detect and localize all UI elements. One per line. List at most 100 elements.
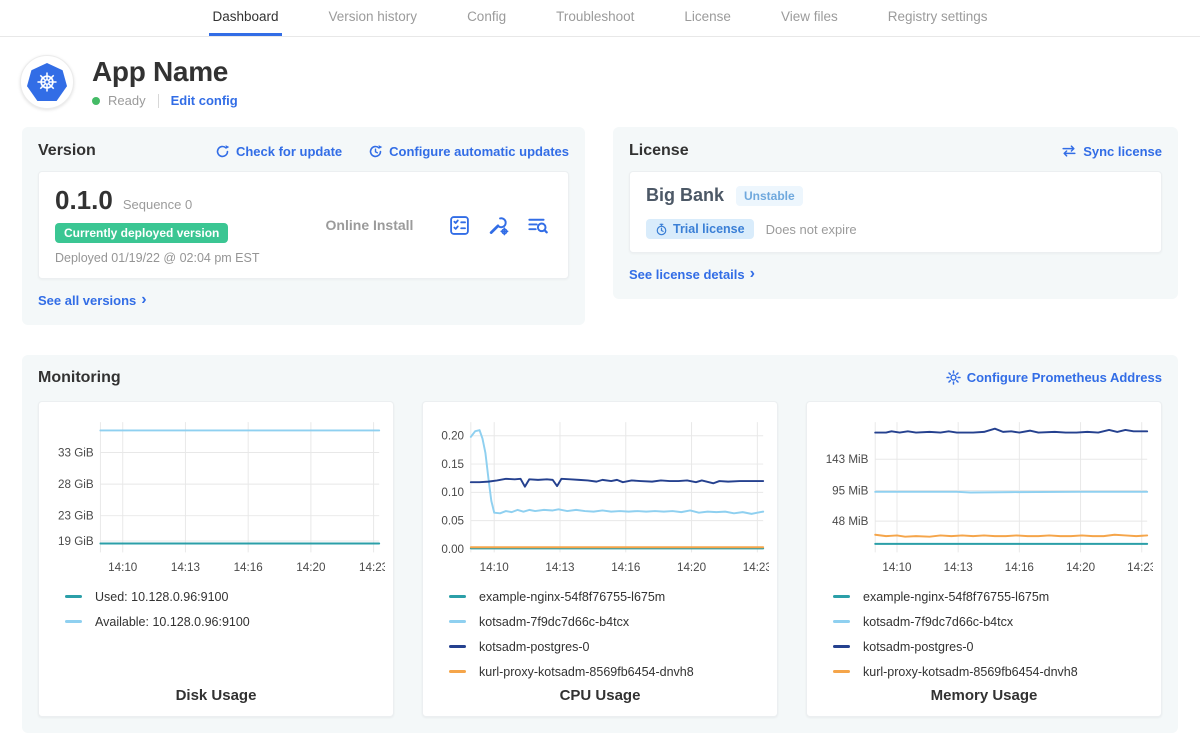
version-summary-box: 0.1.0 Sequence 0 Currently deployed vers… — [38, 171, 569, 279]
cpu-usage-chart-panel: 14:1014:1314:1614:2014:230.000.050.100.1… — [422, 401, 778, 717]
configure-prometheus-label: Configure Prometheus Address — [967, 370, 1162, 385]
refresh-icon — [215, 144, 230, 159]
top-nav-tabs: Dashboard Version history Config Troublesho… — [0, 0, 1200, 36]
sequence-label: Sequence 0 — [123, 197, 192, 212]
legend-label: example-nginx-54f8f76755-l675m — [479, 590, 665, 604]
version-number: 0.1.0 — [55, 185, 113, 216]
tab-license[interactable]: License — [681, 0, 734, 36]
svg-text:14:16: 14:16 — [1005, 560, 1034, 573]
svg-text:0.20: 0.20 — [441, 429, 464, 442]
sync-arrows-icon — [1061, 144, 1077, 158]
trial-license-badge: Trial license — [646, 219, 754, 239]
legend-label: kotsadm-7f9dc7d66c-b4tcx — [863, 615, 1013, 629]
legend-label: kurl-proxy-kotsadm-8569fb6454-dnvh8 — [479, 665, 694, 679]
svg-text:143 MiB: 143 MiB — [826, 453, 869, 466]
license-card: License Sync license Big Bank Unstable — [613, 127, 1178, 299]
svg-text:14:10: 14:10 — [480, 560, 510, 573]
legend-item: kotsadm-postgres-0 — [449, 640, 769, 654]
config-wrench-gear-icon[interactable] — [488, 215, 509, 236]
svg-text:14:20: 14:20 — [677, 560, 707, 573]
monitoring-title: Monitoring — [38, 369, 121, 387]
tab-view-files[interactable]: View files — [778, 0, 841, 36]
channel-badge: Unstable — [736, 186, 803, 206]
legend-item: Used: 10.128.0.96:9100 — [65, 590, 385, 604]
legend-label: kotsadm-postgres-0 — [863, 640, 973, 654]
memory-usage-chart-title: Memory Usage — [815, 679, 1153, 704]
svg-text:0.05: 0.05 — [441, 514, 464, 527]
svg-text:14:13: 14:13 — [545, 560, 574, 573]
license-summary-box: Big Bank Unstable Trial license Does not… — [629, 171, 1162, 253]
configure-automatic-updates-button[interactable]: Configure automatic updates — [368, 144, 569, 159]
legend-label: Used: 10.128.0.96:9100 — [95, 590, 228, 604]
disk-usage-chart-panel: 14:1014:1314:1614:2014:2319 GiB23 GiB28 … — [38, 401, 394, 717]
legend-item: kotsadm-postgres-0 — [833, 640, 1153, 654]
helm-wheel-icon — [34, 69, 60, 95]
legend-dash-icon — [449, 645, 466, 648]
disk-usage-chart-title: Disk Usage — [47, 679, 385, 704]
gear-icon — [946, 370, 961, 385]
cpu-usage-chart: 14:1014:1314:1614:2014:230.000.050.100.1… — [431, 412, 769, 580]
svg-text:28 GiB: 28 GiB — [58, 477, 94, 490]
svg-text:14:23: 14:23 — [743, 560, 769, 573]
see-license-details-link[interactable]: See license details › — [629, 266, 755, 282]
tab-troubleshoot[interactable]: Troubleshoot — [553, 0, 637, 36]
svg-text:0.15: 0.15 — [441, 457, 464, 470]
cpu-usage-legend: example-nginx-54f8f76755-l675m kotsadm-7f… — [449, 590, 769, 679]
legend-item: kurl-proxy-kotsadm-8569fb6454-dnvh8 — [833, 665, 1153, 679]
svg-text:0.10: 0.10 — [441, 486, 464, 499]
svg-text:14:23: 14:23 — [359, 560, 385, 573]
legend-item: example-nginx-54f8f76755-l675m — [833, 590, 1153, 604]
memory-usage-chart-panel: 14:1014:1314:1614:2014:2348 MiB95 MiB143… — [806, 401, 1162, 717]
legend-item: kotsadm-7f9dc7d66c-b4tcx — [833, 615, 1153, 629]
legend-dash-icon — [833, 670, 850, 673]
svg-text:14:10: 14:10 — [882, 560, 912, 573]
edit-config-link[interactable]: Edit config — [171, 93, 238, 108]
see-all-versions-label: See all versions — [38, 293, 136, 308]
app-header: App Name Ready Edit config — [0, 37, 1200, 115]
license-expiry-text: Does not expire — [766, 222, 857, 237]
svg-text:14:16: 14:16 — [234, 560, 263, 573]
tab-registry-settings[interactable]: Registry settings — [885, 0, 991, 36]
deploy-logs-icon[interactable] — [527, 215, 548, 236]
version-card-title: Version — [38, 142, 96, 160]
kubernetes-logo-icon — [20, 55, 74, 109]
app-name: App Name — [92, 56, 238, 88]
svg-text:14:20: 14:20 — [1066, 560, 1096, 573]
see-license-details-label: See license details — [629, 267, 745, 282]
disk-usage-chart: 14:1014:1314:1614:2014:2319 GiB23 GiB28 … — [47, 412, 385, 580]
svg-text:14:13: 14:13 — [944, 560, 973, 573]
legend-dash-icon — [65, 595, 82, 598]
tab-version-history[interactable]: Version history — [326, 0, 421, 36]
see-all-versions-link[interactable]: See all versions › — [38, 292, 147, 308]
legend-label: kotsadm-postgres-0 — [479, 640, 589, 654]
legend-label: kotsadm-7f9dc7d66c-b4tcx — [479, 615, 629, 629]
currently-deployed-badge: Currently deployed version — [55, 223, 228, 243]
check-for-update-label: Check for update — [236, 144, 342, 159]
chevron-right-icon: › — [750, 266, 755, 282]
memory-usage-chart: 14:1014:1314:1614:2014:2348 MiB95 MiB143… — [815, 412, 1153, 580]
svg-text:23 GiB: 23 GiB — [58, 509, 94, 522]
license-card-title: License — [629, 142, 689, 160]
tab-config[interactable]: Config — [464, 0, 509, 36]
divider — [158, 94, 159, 108]
deployed-timestamp: Deployed 01/19/22 @ 02:04 pm EST — [55, 251, 290, 265]
legend-item: kurl-proxy-kotsadm-8569fb6454-dnvh8 — [449, 665, 769, 679]
legend-label: Available: 10.128.0.96:9100 — [95, 615, 250, 629]
kubernetes-heptagon — [27, 63, 67, 101]
configure-prometheus-link[interactable]: Configure Prometheus Address — [946, 370, 1162, 385]
top-nav: Dashboard Version history Config Troublesho… — [0, 0, 1200, 37]
legend-label: kurl-proxy-kotsadm-8569fb6454-dnvh8 — [863, 665, 1078, 679]
svg-text:14:10: 14:10 — [108, 560, 138, 573]
sync-license-button[interactable]: Sync license — [1061, 144, 1162, 159]
legend-item: Available: 10.128.0.96:9100 — [65, 615, 385, 629]
tab-dashboard[interactable]: Dashboard — [209, 0, 281, 36]
monitoring-card: Monitoring Configure Prometheus Address … — [22, 355, 1178, 733]
svg-text:14:13: 14:13 — [171, 560, 200, 573]
svg-text:19 GiB: 19 GiB — [58, 534, 94, 547]
legend-dash-icon — [833, 595, 850, 598]
legend-label: example-nginx-54f8f76755-l675m — [863, 590, 1049, 604]
app-status-text: Ready — [108, 93, 146, 108]
check-for-update-button[interactable]: Check for update — [215, 144, 342, 159]
preflight-checks-icon[interactable] — [449, 215, 470, 236]
cpu-usage-chart-title: CPU Usage — [431, 679, 769, 704]
